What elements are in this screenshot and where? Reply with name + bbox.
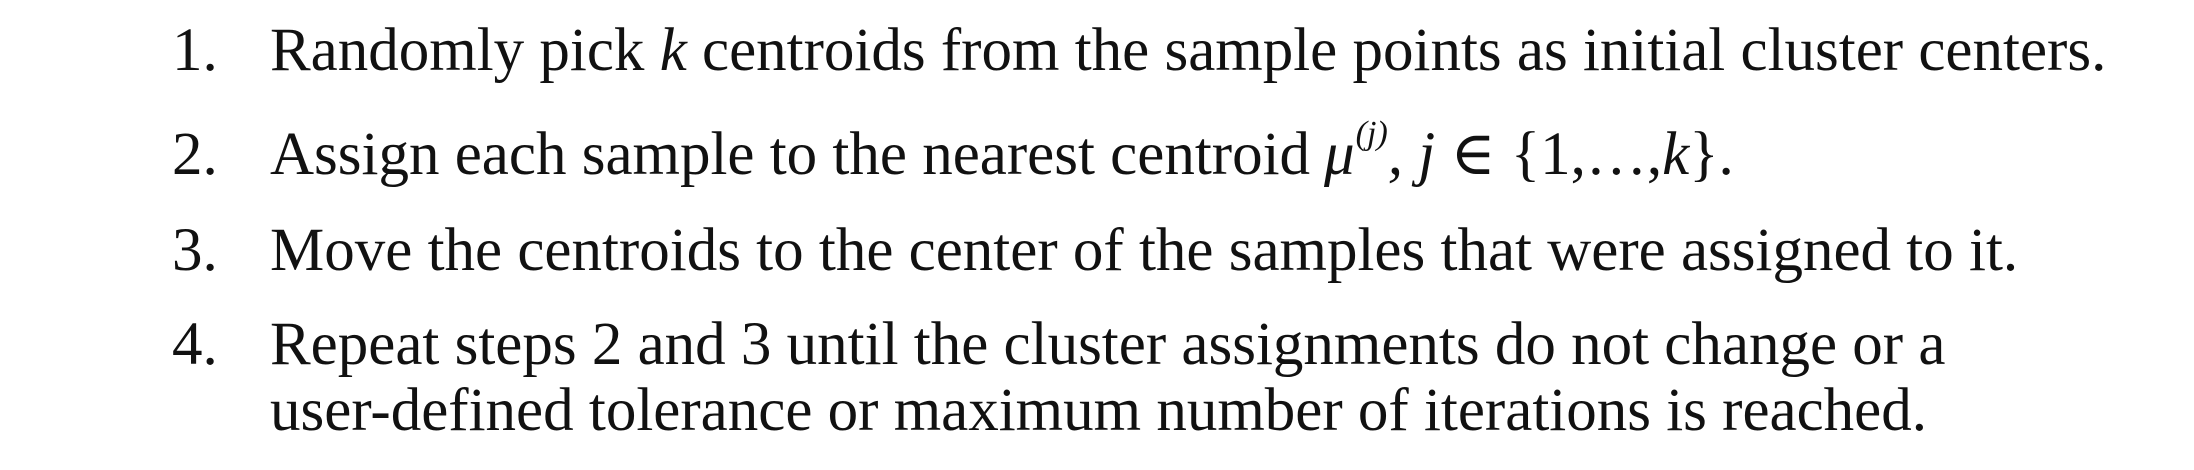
step-2-centroid-superscript: (j) — [1355, 115, 1388, 152]
step-2-set-open: {1,…, — [1510, 121, 1663, 188]
step-3-text: Move the centroids to the center of the … — [270, 217, 2019, 284]
step-1-text: Randomly pick k centroids from the sampl… — [270, 18, 2106, 84]
step-4-text: Repeat steps 2 and 3 until the cluster a… — [270, 312, 1945, 444]
step-2-set-k: k — [1662, 121, 1690, 188]
step-2-index-j: j — [1418, 121, 1436, 188]
step-4-line-2: user-defined tolerance or maximum number… — [270, 377, 1928, 444]
step-1-variable-k: k — [659, 17, 687, 84]
step-2-text: Assign each sample to the nearest centro… — [270, 115, 1734, 197]
step-1-text-end: centroids from the sample points as init… — [686, 17, 2107, 84]
step-2-number: 2. — [172, 121, 218, 188]
step-2-set-close: } — [1689, 121, 1719, 188]
step-4-number: 4. — [172, 311, 218, 378]
step-1-number: 1. — [172, 17, 218, 84]
step-2-centroid-mu: μ — [1324, 121, 1355, 188]
step-2-text-start: Assign each sample to the nearest centro… — [270, 121, 1311, 188]
step-2-separator: , — [1387, 121, 1419, 188]
step-2-period: . — [1718, 121, 1734, 188]
step-2-element-of: ∈ — [1435, 121, 1511, 188]
step-3-number: 3. — [172, 217, 218, 284]
step-1-text-start: Randomly pick — [270, 17, 660, 84]
step-4-line-1: Repeat steps 2 and 3 until the cluster a… — [270, 311, 1946, 378]
